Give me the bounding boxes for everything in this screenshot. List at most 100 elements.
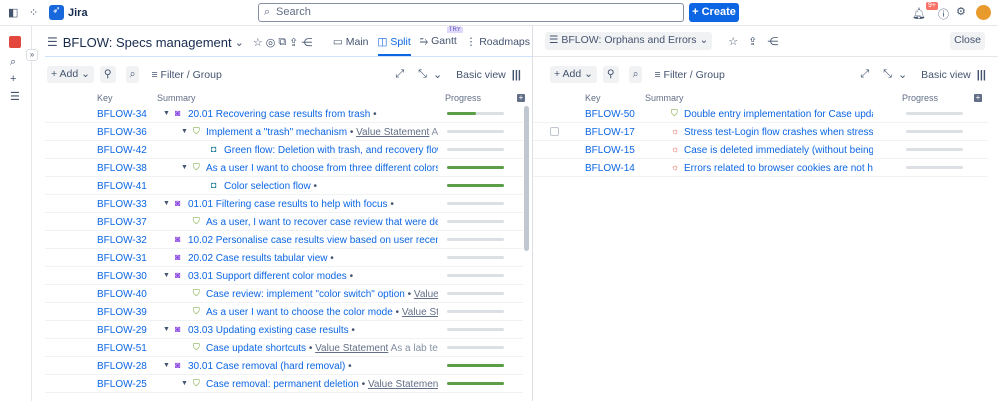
column-header-summary[interactable]: Summary (645, 93, 684, 103)
issue-summary[interactable]: Errors related to browser cookies are no… (684, 163, 873, 174)
share-icon[interactable]: ⋲ (301, 36, 313, 49)
issue-summary[interactable]: Implement a "trash" mechanism • Value St… (206, 127, 438, 138)
table-row[interactable]: BFLOW-40 ⛉ Case review: implement "color s… (45, 285, 523, 303)
issue-key[interactable]: BFLOW-31 (97, 253, 147, 264)
issue-key[interactable]: BFLOW-28 (97, 361, 147, 372)
caret-down-icon[interactable]: ▼ (163, 362, 170, 369)
issue-summary[interactable]: Case is deleted immediately (without bei… (684, 145, 873, 156)
project-icon[interactable] (9, 36, 21, 48)
issue-key[interactable]: BFLOW-41 (97, 181, 147, 192)
search-icon[interactable]: ⌕ (628, 66, 643, 83)
add-button[interactable]: + Add ⌄ (550, 66, 597, 83)
star-icon[interactable]: ☆ (252, 36, 263, 49)
column-header-key[interactable]: Key (585, 93, 601, 103)
issue-key[interactable]: BFLOW-42 (97, 145, 147, 156)
table-row[interactable]: BFLOW-15 ☼ Case is deleted immediately (wi… (533, 141, 988, 159)
filter-group-button[interactable]: ≡ Filter / Group (654, 68, 725, 81)
collapse-icon[interactable]: ⤡ (418, 68, 427, 80)
issue-summary[interactable]: As a user I want to choose the color mod… (206, 307, 438, 318)
table-row[interactable]: BFLOW-29 ▼ ◙ 03.03 Updating existing case r… (45, 321, 523, 339)
avatar[interactable] (976, 5, 991, 20)
issue-summary[interactable]: 03.03 Updating existing case results • (188, 325, 438, 336)
caret-down-icon[interactable]: ▼ (181, 164, 188, 171)
table-row[interactable]: BFLOW-41 ◘ Color selection flow • (45, 177, 523, 195)
page-title[interactable]: BFLOW: Specs management (62, 34, 232, 50)
issue-key[interactable]: BFLOW-50 (585, 109, 635, 120)
expand-icon[interactable]: ⤢ (860, 68, 870, 80)
tab-split[interactable]: ◫ Split (377, 36, 411, 56)
column-header-key[interactable]: Key (97, 93, 113, 103)
caret-down-icon[interactable]: ▼ (163, 200, 170, 207)
table-row[interactable]: BFLOW-14 ☼ Errors related to browser cooki… (533, 159, 988, 177)
value-statement-link[interactable]: Value Statement (367, 379, 438, 390)
issue-summary[interactable]: 20.01 Recovering case results from trash… (188, 109, 438, 120)
list-icon[interactable]: ☰ (10, 91, 20, 103)
table-row[interactable]: BFLOW-51 ⛉ Case update shortcuts • Value S… (45, 339, 523, 357)
issue-summary[interactable]: As a user, I want to recover case review… (206, 217, 438, 228)
collapse-icon[interactable]: ⤡ (883, 68, 892, 80)
expand-icon[interactable]: ⤢ (395, 68, 405, 80)
pin-icon[interactable]: ⚲ (602, 66, 619, 83)
expand-sidebar-icon[interactable]: » (26, 49, 38, 61)
table-row[interactable]: BFLOW-34 ▼ ◙ 20.01 Recovering case results … (45, 105, 523, 123)
create-button[interactable]: + Create (689, 3, 739, 22)
table-row[interactable]: BFLOW-25 ▼ ⛉ Case removal: permanent deleti… (45, 375, 523, 393)
column-header-progress[interactable]: Progress (445, 93, 482, 103)
column-header-progress[interactable]: Progress (902, 93, 939, 103)
issue-key[interactable]: BFLOW-36 (97, 127, 147, 138)
close-button[interactable]: Close (950, 32, 985, 50)
watch-icon[interactable]: ◎ (265, 36, 276, 49)
jira-logo-icon[interactable]: ➶ (49, 5, 64, 20)
split-divider[interactable] (532, 26, 533, 401)
plus-icon[interactable]: + (10, 73, 17, 85)
table-row[interactable]: BFLOW-31 ◙ 20.02 Case results tabular view… (45, 249, 523, 267)
value-statement-link[interactable]: Value Statement (413, 289, 438, 300)
issue-summary[interactable]: 30.01 Case removal (hard removal) • (188, 361, 438, 372)
issue-key[interactable]: BFLOW-25 (97, 379, 147, 390)
issue-key[interactable]: BFLOW-30 (97, 271, 147, 282)
chevron-down-icon[interactable]: ⌄ (234, 36, 244, 49)
value-statement-link[interactable]: Value Statement (356, 127, 430, 138)
right-title-button[interactable]: ☰ BFLOW: Orphans and Errors ⌄ (545, 32, 713, 50)
table-row[interactable]: BFLOW-38 ▼ ⛉ As a user I want to choose fro… (45, 159, 523, 177)
issue-summary[interactable]: Color selection flow • (224, 181, 438, 192)
help-icon[interactable]: ⓘ (938, 9, 949, 21)
scrollbar[interactable] (524, 106, 529, 251)
table-row[interactable]: BFLOW-32 ◙ 10.02 Personalise case results … (45, 231, 523, 249)
settings-icon[interactable]: ⚙ (956, 6, 966, 18)
table-row[interactable]: BFLOW-28 ▼ ◙ 30.01 Case removal (hard remov… (45, 357, 523, 375)
export-icon[interactable]: ⇪ (289, 36, 299, 49)
table-row[interactable]: BFLOW-36 ▼ ⛉ Implement a "trash" mechanism … (45, 123, 523, 141)
issue-key[interactable]: BFLOW-17 (585, 127, 635, 138)
issue-summary[interactable]: Case review: implement "color switch" op… (206, 289, 438, 300)
row-checkbox[interactable] (550, 127, 559, 136)
add-column-icon[interactable]: + (974, 93, 982, 102)
add-column-icon[interactable]: + (517, 93, 525, 102)
tab-gantt[interactable]: ⥲ Gantt TRY (419, 27, 463, 47)
basic-view-button[interactable]: Basic view (921, 68, 971, 81)
issue-summary[interactable]: Case update shortcuts • Value Statement … (206, 343, 438, 354)
tab-roadmaps[interactable]: ⋮ Roadmaps (465, 35, 530, 48)
column-header-summary[interactable]: Summary (157, 93, 196, 103)
issue-key[interactable]: BFLOW-40 (97, 289, 147, 300)
issue-summary[interactable]: 20.02 Case results tabular view • (188, 253, 438, 264)
copy-icon[interactable]: ⧉ (278, 35, 287, 48)
chevron-down-icon[interactable]: ⌄ (897, 69, 908, 81)
export-icon[interactable]: ⇪ (748, 35, 758, 48)
issue-key[interactable]: BFLOW-29 (97, 325, 147, 336)
issue-key[interactable]: BFLOW-32 (97, 235, 147, 246)
table-row[interactable]: BFLOW-17 ☼ Stress test-Login flow crashes … (533, 123, 988, 141)
issue-summary[interactable]: As a user I want to choose from three di… (206, 163, 438, 174)
issue-key[interactable]: BFLOW-39 (97, 307, 147, 318)
table-row[interactable]: BFLOW-39 ⛉ As a user I want to choose the … (45, 303, 523, 321)
columns-icon[interactable]: ||| (976, 68, 986, 81)
filter-group-button[interactable]: ≡ Filter / Group (151, 68, 222, 81)
table-row[interactable]: BFLOW-42 ◘ Green flow: Deletion with trash… (45, 141, 523, 159)
pin-icon[interactable]: ⚲ (99, 66, 116, 83)
issue-summary[interactable]: Green flow: Deletion with trash, and rec… (224, 145, 438, 156)
caret-down-icon[interactable]: ▼ (181, 380, 188, 387)
table-row[interactable]: BFLOW-37 ⛉ As a user, I want to recover ca… (45, 213, 523, 231)
issue-summary[interactable]: Stress test-Login flow crashes when stre… (684, 127, 873, 138)
issue-key[interactable]: BFLOW-34 (97, 109, 147, 120)
issue-key[interactable]: BFLOW-14 (585, 163, 635, 174)
